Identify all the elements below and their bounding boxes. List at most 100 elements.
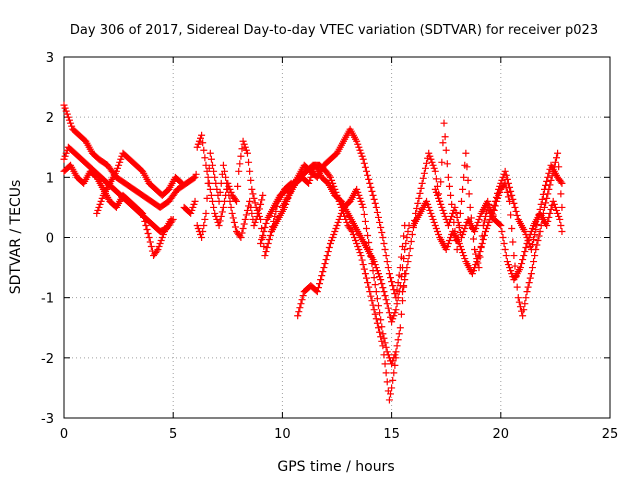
data-point [367,292,375,300]
data-point [203,194,211,202]
data-point [488,209,496,217]
data-point [472,261,480,269]
data-point [401,221,409,229]
data-point [372,315,380,323]
data-point [522,244,530,252]
data-point [535,232,543,240]
data-point [356,194,364,202]
data-point [250,194,258,202]
data-point [544,173,552,181]
data-point [416,189,424,197]
data-point [498,227,506,235]
y-tick-label: 1 [46,171,54,186]
data-point [200,221,208,229]
data-point [144,229,152,237]
y-tick-label: -2 [41,352,54,367]
data-point [381,339,389,347]
data-point [356,249,364,257]
data-point [549,197,557,205]
data-point [403,264,411,272]
data-point [521,248,529,256]
data-point [139,209,147,217]
data-point [498,176,506,184]
data-point [426,152,434,160]
data-point [377,316,385,324]
data-point [177,178,185,186]
data-point [387,274,395,282]
data-point [509,238,517,246]
data-point [360,210,368,218]
data-point [296,304,304,312]
data-point [376,218,384,226]
data-point [444,173,452,181]
data-point [159,230,167,238]
data-point [294,312,302,320]
data-point [557,178,565,186]
data-point [353,240,361,248]
data-point [385,270,393,278]
data-point [507,267,515,275]
x-tick-label: 0 [60,427,68,442]
data-point [519,256,527,264]
y-tick-label: -1 [41,292,54,307]
data-point [355,246,363,254]
y-tick-label: 0 [46,232,54,247]
data-point [404,227,412,235]
data-point [447,191,455,199]
data-point [489,212,497,220]
data-point [492,193,500,201]
data-point [445,182,453,190]
data-point [558,203,566,211]
data-point [206,149,214,157]
data-point [239,224,247,232]
data-point [470,267,477,275]
data-point [513,211,521,219]
data-point [428,158,436,166]
data-point [431,185,439,193]
data-point [393,300,401,308]
data-point [318,272,326,280]
data-point [400,282,408,290]
data-point [284,194,292,202]
data-point [389,357,397,365]
data-point [525,234,533,241]
data-point [461,255,469,263]
data-point [237,234,245,241]
data-point [178,179,186,187]
data-point [451,203,459,211]
data-point [140,213,148,221]
data-point [423,159,431,167]
data-point [215,221,223,229]
data-point [188,206,196,214]
data-point [254,209,262,217]
data-point [246,167,254,175]
data-point [472,224,480,232]
data-point [266,231,274,239]
data-point [361,163,369,171]
data-point [471,264,479,272]
data-points [60,101,566,404]
data-point [281,203,289,211]
data-point [322,256,330,264]
data-point [556,215,564,223]
data-point [227,203,235,211]
data-point [299,292,307,300]
data-point [285,191,293,199]
data-point [532,225,540,233]
data-point [190,200,198,208]
data-point [209,161,217,169]
data-point [466,203,474,211]
data-point [443,243,451,251]
data-point [520,252,528,260]
data-point [439,139,447,147]
data-point [378,280,386,288]
data-point [552,154,560,162]
data-point [437,200,445,208]
data-point [329,234,337,241]
data-point [366,179,374,187]
data-point [427,155,435,163]
data-point [476,248,484,256]
data-point [528,241,536,249]
data-point [403,234,411,241]
data-point [222,173,230,181]
